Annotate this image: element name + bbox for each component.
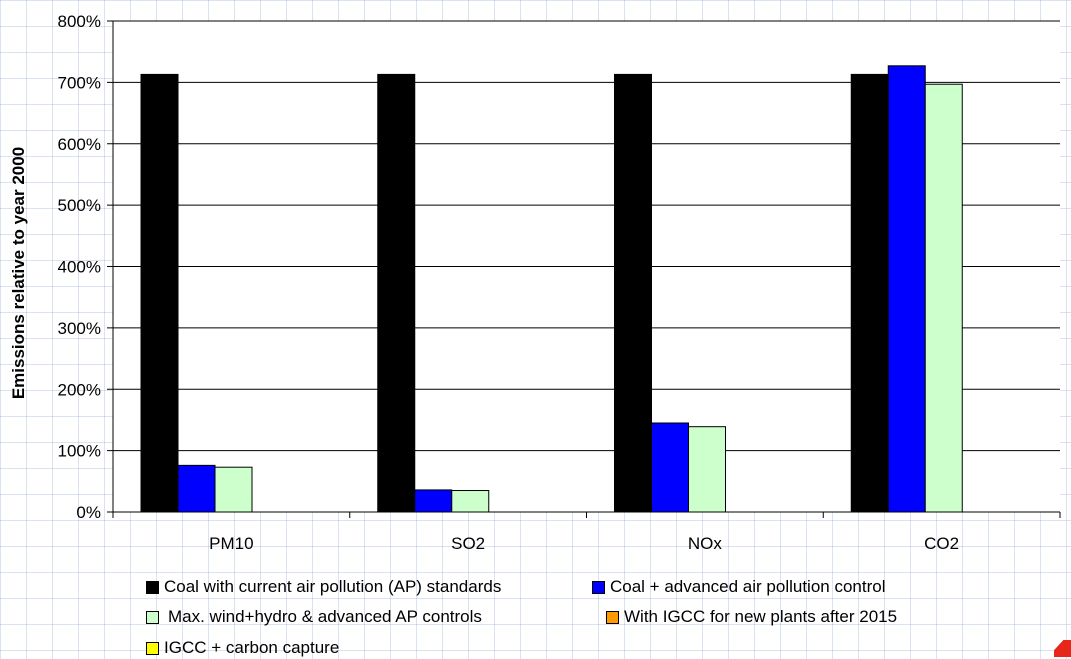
legend-label-igcc-capture: IGCC + carbon capture	[164, 638, 340, 657]
x-category-label: CO2	[924, 534, 959, 553]
y-tick-label: 0%	[76, 503, 101, 522]
bar	[614, 73, 652, 513]
bar	[140, 73, 179, 513]
y-tick-label: 200%	[58, 380, 101, 399]
y-tick-labels: 0% 100% 200% 300% 400% 500% 600% 700% 800%	[58, 12, 101, 522]
category-labels: PM10 SO2 NOx CO2	[209, 534, 959, 553]
bar	[688, 426, 726, 513]
y-tick-label: 100%	[58, 442, 101, 461]
bar	[850, 73, 889, 513]
legend-item-igcc-capture: IGCC + carbon capture	[146, 637, 339, 659]
legend-label-wind-hydro: Max. wind+hydro & advanced AP controls	[168, 607, 482, 626]
bar	[887, 65, 926, 513]
legend: Coal with current air pollution (AP) sta…	[146, 576, 1046, 659]
bar	[177, 464, 216, 513]
legend-label-coal-advanced: Coal + advanced air pollution control	[610, 577, 886, 596]
bar	[924, 83, 963, 513]
bar	[651, 422, 689, 513]
x-category-label: PM10	[209, 534, 253, 553]
legend-swatch-igcc-new	[606, 610, 619, 624]
bar	[214, 466, 253, 513]
axes	[107, 20, 1061, 518]
y-tick-label: 800%	[58, 12, 101, 31]
bar	[414, 489, 453, 513]
legend-swatch-wind-hydro	[146, 610, 159, 624]
y-tick-label: 300%	[58, 319, 101, 338]
x-category-label: SO2	[451, 534, 485, 553]
x-category-label: NOx	[688, 534, 723, 553]
y-axis-label: Emissions relative to year 2000	[9, 147, 28, 399]
y-tick-label: 700%	[58, 73, 101, 92]
legend-item-wind-hydro: Max. wind+hydro & advanced AP controls	[146, 606, 482, 628]
y-tick-label: 600%	[58, 135, 101, 154]
legend-label-igcc-new: With IGCC for new plants after 2015	[624, 607, 898, 626]
legend-swatch-coal-advanced	[592, 580, 605, 594]
bar	[451, 490, 490, 513]
y-tick-label: 500%	[58, 196, 101, 215]
legend-item-igcc-new: With IGCC for new plants after 2015	[606, 606, 897, 628]
legend-swatch-coal-current	[146, 580, 159, 594]
legend-label-coal-current: Coal with current air pollution (AP) sta…	[164, 577, 502, 596]
legend-swatch-igcc-capture	[146, 641, 159, 655]
bar	[377, 73, 416, 513]
bars	[140, 65, 963, 513]
y-tick-label: 400%	[58, 258, 101, 277]
legend-item-coal-advanced: Coal + advanced air pollution control	[592, 576, 885, 598]
legend-item-coal-current: Coal with current air pollution (AP) sta…	[146, 576, 501, 598]
